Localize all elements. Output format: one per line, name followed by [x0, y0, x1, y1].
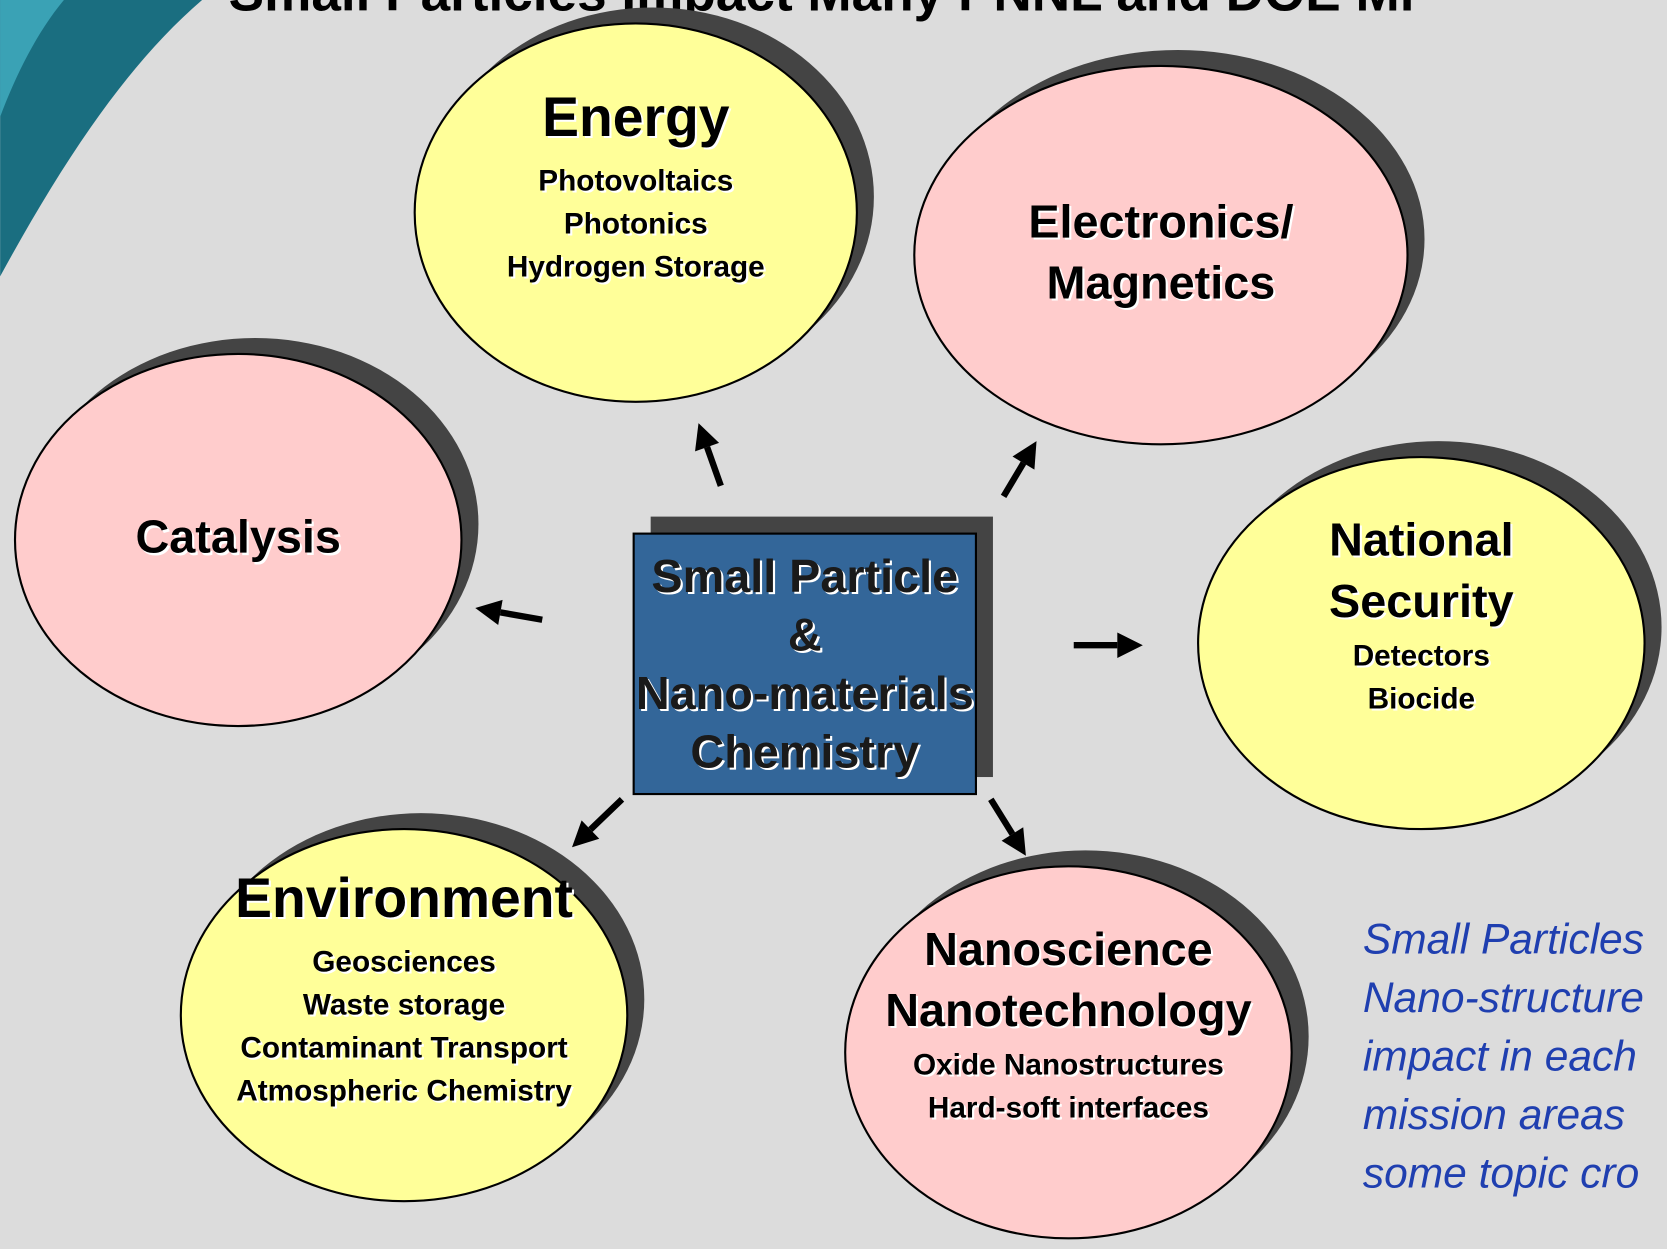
node-title: Catalysis — [136, 511, 341, 563]
note-line: mission areas — [1363, 1092, 1625, 1139]
node-item-shadow: Contaminant Transport — [243, 1034, 570, 1067]
node-item: Geosciences — [312, 945, 496, 978]
node-title-shadow: National — [1331, 516, 1515, 568]
arrows — [475, 423, 1143, 856]
center-shadow-text: & — [790, 611, 824, 663]
node — [1197, 456, 1646, 831]
logo-swoosh-light — [0, 0, 64, 117]
node — [844, 865, 1293, 1240]
arrow-shaft — [1000, 461, 1027, 499]
center-text: Small Particle — [651, 550, 958, 602]
node-item-shadow: Hydrogen Storage — [509, 253, 767, 286]
node-title: Magnetics — [1047, 256, 1276, 308]
arrow-shaft — [499, 609, 543, 623]
node-title-shadow: Environment — [237, 869, 575, 931]
node-title-shadow: Security — [1331, 577, 1516, 629]
node-item: Photonics — [564, 207, 708, 240]
labels: EnergyEnergyPhotovoltaicsPhotovoltaicsPh… — [136, 86, 1644, 1198]
node-title-shadow: Magnetics — [1049, 259, 1278, 311]
node-title: Security — [1329, 575, 1514, 627]
shapes — [13, 7, 1662, 1240]
node — [13, 352, 463, 728]
node-item-shadow: Hard-soft interfaces — [930, 1094, 1211, 1127]
node-title-shadow: Nanoscience — [926, 925, 1215, 977]
node-title-shadow: Energy — [544, 88, 732, 150]
arrow-head — [1117, 632, 1143, 658]
node-item-shadow: Detectors — [1355, 641, 1492, 674]
node-item: Hydrogen Storage — [507, 250, 765, 283]
node-item: Photovoltaics — [538, 164, 733, 197]
note-line: Nano-structure — [1363, 975, 1644, 1022]
node-title-shadow: Catalysis — [138, 513, 343, 565]
title: Small Particles Impact Many PNNL and DOE… — [229, 0, 1415, 23]
node-item-shadow: Geosciences — [314, 947, 498, 980]
arrow-head — [695, 423, 720, 452]
node-title: Electronics/ — [1028, 195, 1293, 247]
node-title-shadow: Nanotechnology — [887, 986, 1253, 1038]
arrow-head — [572, 820, 600, 848]
note-line: impact in each — [1363, 1033, 1637, 1080]
node-item: Hard-soft interfaces — [928, 1092, 1209, 1125]
node-title: Nanotechnology — [885, 984, 1251, 1036]
center-box — [632, 532, 978, 796]
note-line: some topic cro — [1363, 1150, 1639, 1197]
node-title: Energy — [542, 86, 730, 148]
node-title-shadow: Electronics/ — [1030, 197, 1295, 249]
node-item: Detectors — [1353, 639, 1490, 672]
arrow-shaft — [704, 446, 724, 487]
node-item-shadow: Photonics — [566, 210, 710, 243]
node-item-shadow: Waste storage — [305, 991, 507, 1024]
node-item-shadow: Oxide Nanostructures — [915, 1051, 1226, 1084]
node-item: Biocide — [1368, 682, 1475, 715]
center-shadow-text: Chemistry — [693, 728, 922, 780]
arrow-shaft — [588, 797, 625, 832]
center-shadow-text: Small Particle — [654, 552, 961, 604]
node-item-shadow: Atmospheric Chemistry — [238, 1077, 574, 1110]
node — [413, 22, 858, 403]
node-title: National — [1329, 514, 1513, 566]
note-line: Small Particles — [1363, 916, 1644, 963]
center-text: Chemistry — [690, 725, 919, 777]
node-item-shadow: Photovoltaics — [540, 166, 735, 199]
node-item: Contaminant Transport — [240, 1031, 567, 1064]
node-item-shadow: Biocide — [1370, 684, 1477, 717]
node — [179, 828, 629, 1203]
arrow-head — [475, 599, 503, 625]
node-item: Oxide Nanostructures — [913, 1049, 1224, 1082]
arrow-shaft — [988, 797, 1016, 836]
node — [913, 64, 1409, 446]
center-shadow-text: Nano-materials — [638, 669, 976, 721]
center-text: Nano-materials — [636, 667, 974, 719]
node-item: Waste storage — [303, 988, 505, 1021]
node-title: Nanoscience — [924, 923, 1213, 975]
logo-swoosh — [0, 0, 203, 277]
arrow-head — [1001, 827, 1026, 856]
arrow-head — [1012, 441, 1037, 470]
center-text: & — [788, 609, 822, 661]
node-title: Environment — [235, 867, 573, 929]
node-item: Atmospheric Chemistry — [236, 1075, 572, 1108]
